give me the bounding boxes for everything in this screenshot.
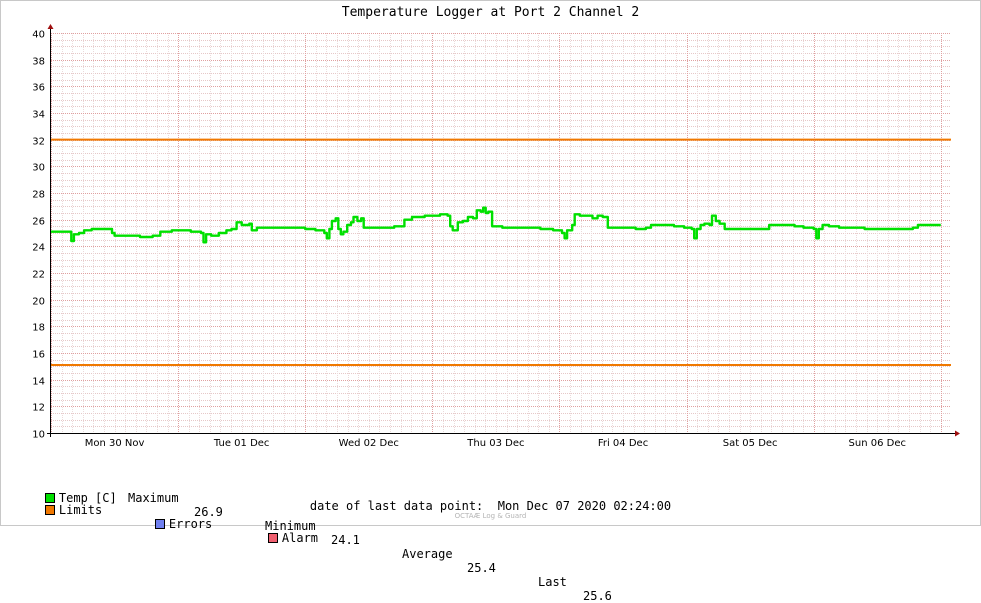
- errors-swatch: [154, 519, 165, 529]
- avg-label: Average: [402, 547, 453, 561]
- alarm-swatch: [267, 533, 278, 543]
- watermark: OCTAÆ Log & Guard: [454, 512, 527, 520]
- legend-alarm-label: Alarm: [281, 531, 319, 545]
- last-value: 25.6: [583, 589, 612, 603]
- x-tick-label: Tue 01 Dec: [213, 438, 270, 449]
- legend-limits: Limits: [16, 489, 102, 531]
- max-label: Maximum: [128, 491, 179, 505]
- y-tick-label: 28: [32, 190, 45, 201]
- y-tick-label: 22: [32, 270, 45, 281]
- limits-swatch: [44, 505, 55, 515]
- legend-temp: Temp [C]: [16, 477, 117, 519]
- chart-plot: 10 12 14 16 18 20 22 24 26 28 30 32 34 36 38 40 Mon 30 N…: [32, 24, 960, 449]
- x-tick-label: Sun 06 Dec: [849, 438, 906, 449]
- temp-swatch: [44, 493, 55, 503]
- x-tick-label: Mon 30 Nov: [85, 438, 145, 449]
- x-tick-label: Sat 05 Dec: [723, 438, 778, 449]
- y-tick-label: 12: [32, 403, 45, 414]
- y-tick-label: 14: [32, 377, 45, 388]
- avg-value: 25.4: [467, 561, 496, 575]
- chart-title: Temperature Logger at Port 2 Channel 2: [341, 5, 640, 20]
- y-tick-label: 20: [32, 297, 45, 308]
- y-tick-label: 10: [32, 430, 45, 441]
- y-axis-arrow: [47, 24, 54, 29]
- last-data-value: Mon Dec 07 2020 02:24:00: [497, 499, 672, 513]
- legend-limits-label: Limits: [58, 503, 103, 517]
- x-axis-arrow: [955, 430, 960, 437]
- y-tick-label: 32: [32, 137, 45, 148]
- x-tick-label: Wed 02 Dec: [339, 438, 399, 449]
- x-tick-label: Thu 03 Dec: [466, 438, 524, 449]
- x-tick-label: Fri 04 Dec: [598, 438, 648, 449]
- last-data-label: date of last data point:: [309, 499, 484, 513]
- legend-temp-label: Temp [C]: [58, 491, 117, 505]
- last-data-point: date of last data point: Mon Dec 07 2020…: [0, 499, 981, 513]
- min-value: 24.1: [331, 533, 360, 547]
- y-tick-label: 38: [32, 57, 45, 68]
- y-tick-label: 16: [32, 350, 45, 361]
- legend-alarm: Alarm: [239, 517, 318, 559]
- y-tick-label: 30: [32, 163, 45, 174]
- y-tick-label: 34: [32, 110, 45, 121]
- y-tick-label: 36: [32, 83, 45, 94]
- y-tick-label: 18: [32, 323, 45, 334]
- y-tick-label: 24: [32, 243, 45, 254]
- y-tick-label: 26: [32, 217, 45, 228]
- max-value: 26.9: [194, 505, 223, 519]
- last-label: Last: [538, 575, 567, 589]
- temp-series-line: [51, 206, 941, 244]
- y-tick-label: 40: [32, 30, 45, 41]
